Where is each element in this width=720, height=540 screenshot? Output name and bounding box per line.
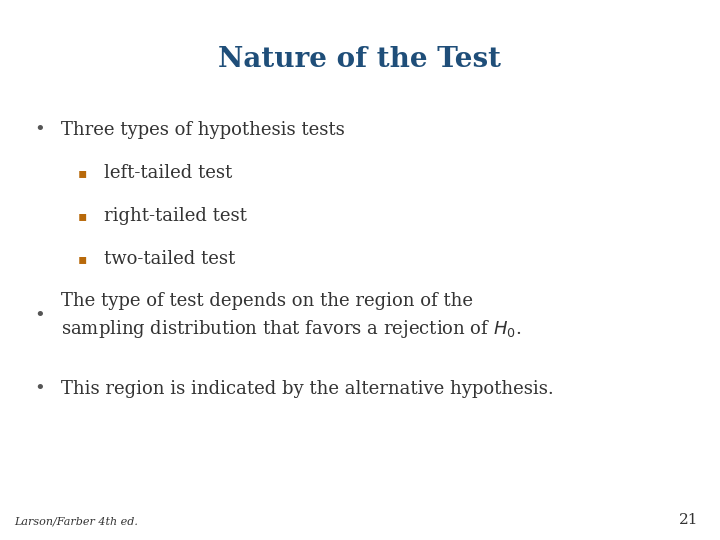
Text: ▪: ▪ [78, 166, 88, 180]
Text: ▪: ▪ [78, 252, 88, 266]
Text: ▪: ▪ [78, 209, 88, 223]
Text: •: • [35, 380, 45, 398]
Text: Nature of the Test: Nature of the Test [218, 46, 502, 73]
Text: Larson/Farber 4th ed.: Larson/Farber 4th ed. [14, 516, 138, 526]
Text: 21: 21 [679, 512, 698, 526]
Text: Three types of hypothesis tests: Three types of hypothesis tests [61, 120, 345, 139]
Text: left-tailed test: left-tailed test [104, 164, 233, 182]
Text: right-tailed test: right-tailed test [104, 207, 247, 225]
Text: •: • [35, 307, 45, 325]
Text: The type of test depends on the region of the
sampling distribution that favors : The type of test depends on the region o… [61, 292, 521, 340]
Text: two-tailed test: two-tailed test [104, 250, 235, 268]
Text: •: • [35, 120, 45, 139]
Text: This region is indicated by the alternative hypothesis.: This region is indicated by the alternat… [61, 380, 554, 398]
